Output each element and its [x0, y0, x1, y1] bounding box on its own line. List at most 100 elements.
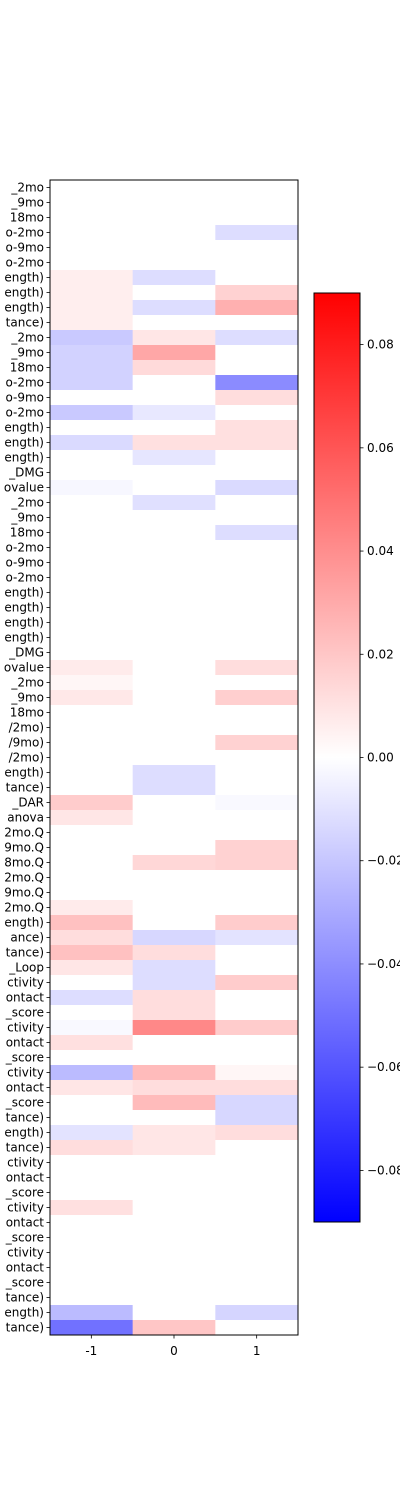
heatmap-cell	[50, 345, 133, 361]
heatmap-cell	[132, 645, 216, 661]
y-tick-label: _9mo	[10, 196, 44, 210]
y-tick-label: ctivity	[7, 1021, 44, 1035]
heatmap-cell	[132, 360, 216, 376]
heatmap-cell	[50, 660, 133, 676]
heatmap-cell	[50, 1305, 133, 1321]
heatmap-cell	[215, 960, 299, 976]
heatmap-cell	[50, 1155, 133, 1171]
heatmap-cell	[215, 630, 299, 646]
heatmap-cell	[50, 330, 133, 346]
heatmap-cell	[50, 870, 133, 886]
heatmap-cell	[132, 930, 216, 946]
heatmap-cell	[50, 1170, 133, 1186]
heatmap-cell	[215, 225, 299, 241]
heatmap-cell	[50, 780, 133, 796]
heatmap-cell	[132, 435, 216, 451]
y-tick-label: 18mo	[10, 361, 44, 375]
x-ticks: -1 0 1	[85, 1335, 260, 1358]
heatmap-cell	[215, 660, 299, 676]
y-tick-label: 9mo.Q	[4, 886, 44, 900]
heatmap-cell	[50, 1290, 133, 1306]
heatmap-cell	[50, 735, 133, 751]
heatmap-cell	[132, 375, 216, 391]
y-tick-labels: _2mo_9mo18moo-2moo-9moo-2moength)ength)e…	[4, 181, 50, 1335]
heatmap-cell	[50, 645, 133, 661]
heatmap-cell	[132, 1215, 216, 1231]
y-tick-label: ength)	[4, 601, 44, 615]
y-tick-label: _DAR	[11, 796, 44, 810]
heatmap-cell	[132, 630, 216, 646]
heatmap-cell	[132, 975, 216, 991]
y-tick-label: ontact	[6, 991, 45, 1005]
y-tick-label: ontact	[6, 1081, 45, 1095]
heatmap-cell	[215, 1065, 299, 1081]
heatmap-cell	[132, 1020, 216, 1036]
heatmap-cell	[215, 180, 299, 196]
heatmap-cell	[132, 180, 216, 196]
y-tick-label: ontact	[6, 1036, 45, 1050]
heatmap-cell	[50, 1095, 133, 1111]
heatmap-cell	[215, 1290, 299, 1306]
heatmap-cell	[50, 990, 133, 1006]
heatmap-cell	[215, 720, 299, 736]
heatmap-cell	[215, 555, 299, 571]
y-tick-label: o-9mo	[5, 391, 44, 405]
heatmap-cell	[50, 915, 133, 931]
heatmap-cell	[215, 1230, 299, 1246]
y-tick-label: tance)	[6, 781, 44, 795]
y-tick-label: _2mo	[10, 676, 44, 690]
heatmap-cell	[50, 570, 133, 586]
heatmap-cell	[215, 495, 299, 511]
heatmap-cell	[132, 1005, 216, 1021]
heatmap-cell	[215, 330, 299, 346]
y-tick-label: _DMG	[8, 466, 44, 480]
heatmap-cell	[215, 420, 299, 436]
heatmap-cell	[132, 1260, 216, 1276]
y-tick-label: ctivity	[7, 1201, 44, 1215]
heatmap-cell	[132, 345, 216, 361]
heatmap-cell	[215, 945, 299, 961]
heatmap-cell	[215, 990, 299, 1006]
y-tick-label: ance)	[10, 931, 44, 945]
heatmap-cell	[50, 360, 133, 376]
heatmap-cell	[50, 1050, 133, 1066]
heatmap-cell	[50, 690, 133, 706]
heatmap-cell	[50, 585, 133, 601]
x-tick-label: 1	[253, 1344, 261, 1358]
heatmap-cell	[132, 765, 216, 781]
heatmap-cell	[215, 375, 299, 391]
y-tick-label: ength)	[4, 301, 44, 315]
heatmap-cell	[215, 1245, 299, 1261]
heatmap-cell	[215, 1215, 299, 1231]
heatmap-cell	[132, 1140, 216, 1156]
y-tick-label: o-9mo	[5, 556, 44, 570]
heatmap-cell	[50, 675, 133, 691]
heatmap-cell	[215, 405, 299, 421]
heatmap-cell	[132, 810, 216, 826]
heatmap-cell	[132, 1080, 216, 1096]
y-tick-label: 18mo	[10, 526, 44, 540]
heatmap-cell	[215, 705, 299, 721]
y-tick-label: _DMG	[8, 646, 44, 660]
heatmap-cell	[50, 765, 133, 781]
heatmap-cell	[215, 1125, 299, 1141]
heatmap-cell	[132, 255, 216, 271]
heatmap-cell	[50, 510, 133, 526]
heatmap-cell	[132, 570, 216, 586]
heatmap-cell	[132, 1200, 216, 1216]
heatmap-cell	[50, 810, 133, 826]
heatmap-cell	[50, 600, 133, 616]
colorbar-tick-label: 0.04	[367, 544, 394, 558]
y-tick-label: 8mo.Q	[4, 856, 44, 870]
heatmap-cell	[50, 195, 133, 211]
heatmap-cell	[215, 1185, 299, 1201]
heatmap-cell	[50, 1200, 133, 1216]
heatmap-cell	[50, 840, 133, 856]
y-tick-label: 18mo	[10, 706, 44, 720]
heatmap-cell	[50, 1080, 133, 1096]
heatmap-cell	[132, 1275, 216, 1291]
y-tick-label: ength)	[4, 766, 44, 780]
heatmap-cell	[215, 1140, 299, 1156]
y-tick-label: tance)	[6, 1111, 44, 1125]
heatmap-cell	[132, 885, 216, 901]
